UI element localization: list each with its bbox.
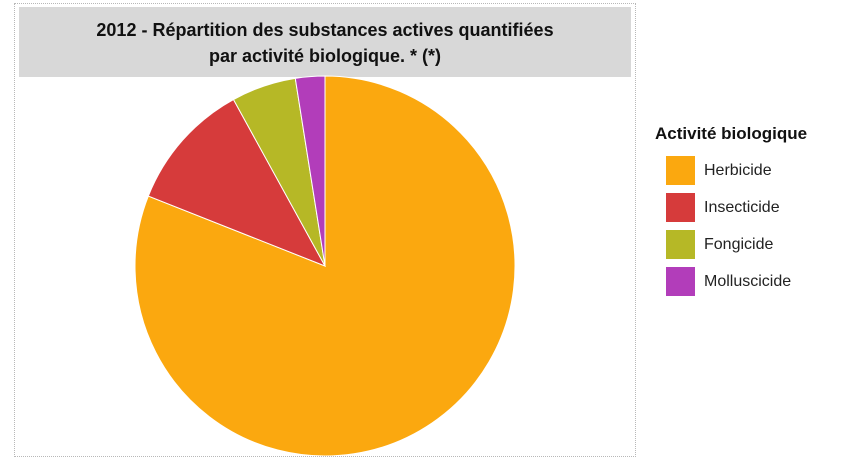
legend-item-molluscicide[interactable]: Molluscicide: [655, 263, 865, 300]
legend-label: Herbicide: [704, 161, 772, 179]
legend-swatch: [666, 156, 695, 185]
legend-items: Herbicide Insecticide Fongicide Molluscicid…: [655, 152, 865, 300]
legend-swatch: [666, 230, 695, 259]
legend-label: Fongicide: [704, 235, 774, 253]
legend-label: Insecticide: [704, 198, 780, 216]
legend-swatch: [666, 193, 695, 222]
legend: Activité biologique Herbicide Insecticide…: [655, 124, 865, 300]
legend-item-fongicide[interactable]: Fongicide: [655, 226, 865, 263]
legend-swatch: [666, 267, 695, 296]
legend-item-herbicide[interactable]: Herbicide: [655, 152, 865, 189]
legend-item-insecticide[interactable]: Insecticide: [655, 189, 865, 226]
pie-chart: [134, 75, 516, 456]
pie-slice-insecticide[interactable]: [147, 98, 327, 267]
legend-title: Activité biologique: [655, 124, 808, 143]
pie-slice-molluscicide[interactable]: [294, 75, 326, 267]
chart-title: 2012 - Répartition des substances active…: [19, 7, 631, 77]
chart-title-line-1: 2012 - Répartition des substances active…: [96, 20, 554, 40]
chart-title-line-2: par activité biologique. * (*): [208, 46, 442, 66]
legend-label: Molluscicide: [704, 272, 792, 290]
chart-frame: 2012 - Répartition des substances active…: [14, 3, 636, 457]
